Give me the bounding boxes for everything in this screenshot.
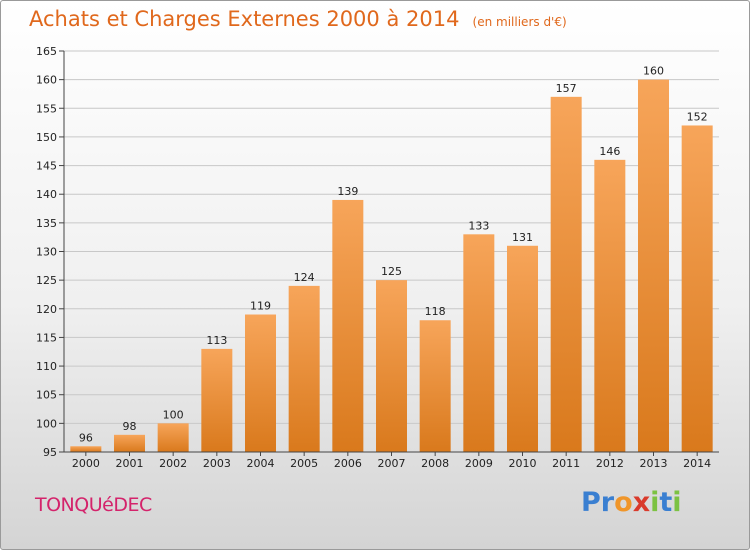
x-tick-label: 2007 [378,457,406,470]
value-label: 152 [687,110,708,123]
x-tick-label: 2004 [247,457,275,470]
bar-2008 [419,320,451,452]
x-tick-label: 2011 [552,457,580,470]
y-tick-label: 110 [36,360,57,373]
value-label: 124 [294,271,315,284]
x-tick-label: 2012 [596,457,624,470]
proxiti-logo: Proxiti [581,487,682,518]
x-tick-label: 2014 [683,457,711,470]
value-label: 146 [599,145,620,158]
bar-2012 [594,159,626,453]
y-tick-label: 105 [36,389,57,402]
y-tick-label: 95 [43,446,57,459]
y-tick-label: 125 [36,274,57,287]
x-tick-label: 2001 [116,457,144,470]
bar-2000 [70,446,102,452]
y-tick-label: 130 [36,246,57,259]
y-tick-label: 165 [36,45,57,58]
value-label: 96 [79,431,93,444]
y-tick-label: 160 [36,74,57,87]
bar-2001 [114,434,145,452]
x-tick-label: 2002 [159,457,187,470]
bar-2013 [638,79,669,453]
y-tick-label: 115 [36,331,57,344]
x-axis: 2000 2001 2002 2003 2004 2005 2006 2007 2008 2009… [64,451,719,470]
bar-2011 [550,96,582,452]
logo-letter: t [659,487,673,518]
bar-2002 [157,423,189,452]
y-tick-label: 155 [36,102,57,115]
chart-title-text: Achats et Charges Externes 2000 à 2014 [29,7,460,31]
logo-letter: i [650,487,660,518]
value-label: 131 [512,231,533,244]
value-label: 139 [337,185,358,198]
logo-letter: r [600,487,615,518]
value-label: 157 [556,82,577,95]
y-tick-label: 100 [36,417,57,430]
chart-subtitle: (en milliers d'€) [472,15,567,29]
y-tick-label: 120 [36,303,57,316]
value-label: 133 [468,219,489,232]
bar-2004 [245,314,276,452]
x-tick-label: 2003 [203,457,231,470]
bar-2009 [463,234,495,452]
x-tick-label: 2000 [72,457,100,470]
x-tick-label: 2013 [640,457,668,470]
bar-2007 [376,280,407,452]
value-label: 113 [206,334,227,347]
y-tick-label: 140 [36,188,57,201]
value-label: 100 [163,408,184,421]
bar-2014 [681,125,713,452]
y-tick-label: 145 [36,160,57,173]
value-label: 125 [381,265,402,278]
value-label: 119 [250,300,271,313]
x-tick-label: 2006 [334,457,362,470]
x-tick-label: 2010 [509,457,537,470]
commune-name: TONQUéDEC [35,494,152,516]
logo-letter: o [614,487,633,518]
bar-2006 [332,199,364,452]
chart-title: Achats et Charges Externes 2000 à 2014 (… [29,7,567,31]
logo-letter: i [672,487,682,518]
bar-2003 [201,348,233,452]
logo-letter: x [632,487,651,518]
y-tick-label: 135 [36,217,57,230]
x-tick-label: 2008 [421,457,449,470]
y-tick-label: 150 [36,131,57,144]
value-label: 98 [123,420,137,433]
x-tick-label: 2009 [465,457,493,470]
value-label: 118 [425,305,446,318]
value-label: 160 [643,65,664,78]
y-axis: 95 100 105 110 115 120 125 130 135 140 145 150 155 16… [36,45,65,459]
bar-2005 [288,285,320,452]
bar-2010 [507,245,538,452]
logo-letter: P [581,487,601,518]
bars: 96 98 100 113 119 124 139 125 118 133 131 157 146 160… [70,65,713,453]
x-tick-label: 2005 [290,457,318,470]
